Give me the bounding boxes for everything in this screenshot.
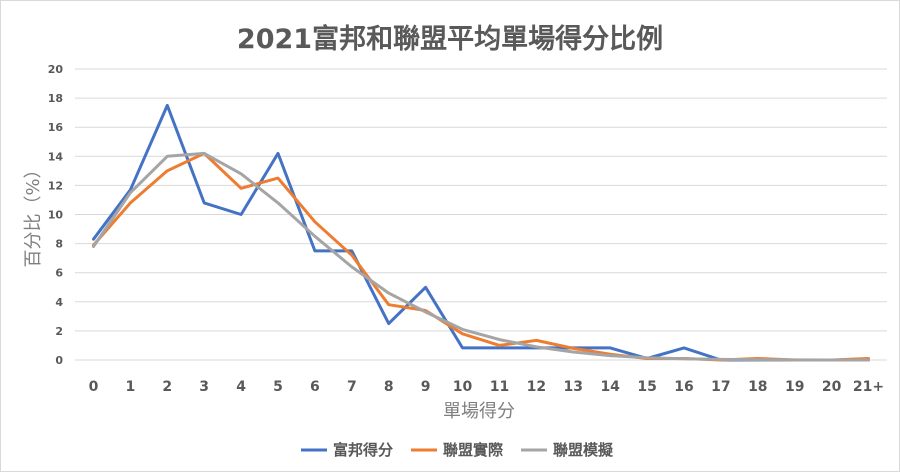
x-tick-label: 15 xyxy=(637,379,656,395)
y-tick-label: 6 xyxy=(55,267,63,280)
y-tick-label: 12 xyxy=(48,179,63,192)
x-tick-label: 16 xyxy=(674,379,693,395)
x-tick-label: 18 xyxy=(748,379,767,395)
y-tick-label: 8 xyxy=(55,238,63,251)
y-tick-label: 20 xyxy=(48,63,64,76)
x-tick-label: 8 xyxy=(384,379,394,395)
series-line-2 xyxy=(92,151,870,362)
x-tick-label: 17 xyxy=(711,379,730,395)
x-tick-label: 10 xyxy=(453,379,473,395)
x-axis-label: 單場得分 xyxy=(443,401,515,422)
y-tick-label: 18 xyxy=(48,92,63,105)
x-axis-ticks: 0 1 2 3 4 5 6 7 8 9 10 11 12 13 14 15 16 17 18 19 20 21+ xyxy=(89,379,885,395)
x-tick-label: 0 xyxy=(89,379,99,395)
legend-label: 富邦得分 xyxy=(333,441,393,459)
y-tick-label: 16 xyxy=(48,121,64,134)
y-tick-label: 14 xyxy=(48,150,64,163)
x-tick-label: 4 xyxy=(236,379,246,395)
series-lines xyxy=(92,103,870,362)
y-axis-label: 百分比（%） xyxy=(23,160,44,267)
y-tick-label: 4 xyxy=(55,296,63,309)
y-tick-label: 10 xyxy=(48,209,64,222)
x-tick-label: 11 xyxy=(490,379,509,395)
series-line-1 xyxy=(92,103,870,362)
chart-title: 2021富邦和聯盟平均單場得分比例 xyxy=(237,23,663,55)
x-tick-label: 20 xyxy=(822,379,842,395)
x-tick-label: 5 xyxy=(273,379,283,395)
x-tick-label: 14 xyxy=(600,379,620,395)
y-tick-label: 2 xyxy=(55,325,63,338)
legend-label: 聯盟實際 xyxy=(443,441,504,459)
x-tick-label: 7 xyxy=(347,379,357,395)
x-tick-label: 9 xyxy=(421,379,431,395)
y-tick-label: 0 xyxy=(55,354,63,367)
x-tick-label: 6 xyxy=(310,379,320,395)
x-tick-label: 1 xyxy=(125,379,135,395)
x-tick-label: 13 xyxy=(564,379,583,395)
x-tick-label: 19 xyxy=(785,379,804,395)
x-tick-label: 2 xyxy=(162,379,172,395)
series-line-3 xyxy=(92,151,870,362)
y-axis-ticks: 0 2 4 6 8 10 12 14 16 18 20 xyxy=(48,63,64,367)
x-tick-label: 21+ xyxy=(853,379,884,395)
x-tick-label: 12 xyxy=(527,379,546,395)
legend: 富邦得分 聯盟實際 聯盟模擬 xyxy=(301,441,614,459)
gridlines xyxy=(75,68,887,361)
x-tick-label: 3 xyxy=(199,379,209,395)
legend-label: 聯盟模擬 xyxy=(553,441,614,459)
